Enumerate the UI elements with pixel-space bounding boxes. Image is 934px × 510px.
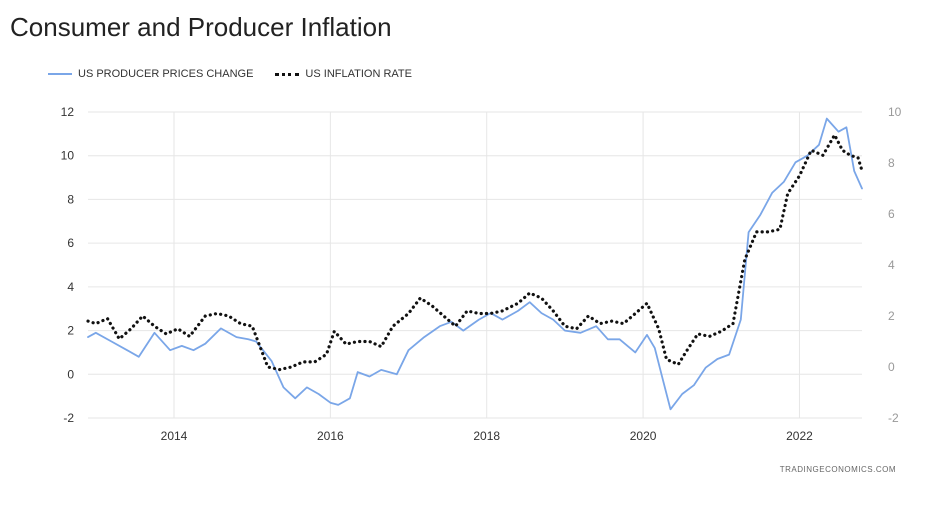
x-tick-label: 2014	[161, 429, 188, 443]
legend-swatch-cpi	[275, 72, 300, 76]
series-line-cpi	[86, 133, 864, 372]
y-left-tick-label: 0	[67, 367, 74, 381]
legend-swatch-ppi	[48, 73, 72, 75]
y-axis-right: 10 8 6 4 2 0 -2	[888, 105, 902, 425]
legend-label-cpi: US INFLATION RATE	[305, 68, 412, 80]
y-left-tick-label: 4	[67, 280, 74, 294]
y-right-tick-label: 10	[888, 105, 902, 119]
x-tick-label: 2022	[786, 429, 813, 443]
x-tick-label: 2018	[473, 429, 500, 443]
y-left-tick-label: -2	[63, 411, 74, 425]
series-line-ppi	[87, 117, 863, 411]
y-right-tick-label: 0	[888, 360, 895, 374]
chart-grid	[88, 111, 862, 419]
chart-series	[86, 117, 864, 411]
y-left-tick-label: 10	[61, 149, 75, 163]
y-left-tick-label: 2	[67, 324, 74, 338]
y-left-tick-label: 6	[67, 236, 74, 250]
y-axis-left: 12 10 8 6 4 2 0 -2	[61, 105, 75, 425]
y-right-tick-label: 4	[888, 258, 895, 272]
legend-label-ppi: US PRODUCER PRICES CHANGE	[78, 68, 254, 80]
legend-item-ppi[interactable]: US PRODUCER PRICES CHANGE	[48, 68, 253, 80]
y-right-tick-label: 6	[888, 207, 895, 221]
x-tick-label: 2016	[317, 429, 344, 443]
y-left-tick-label: 12	[61, 105, 75, 119]
y-left-tick-label: 8	[67, 192, 74, 206]
y-right-tick-label: 2	[888, 309, 895, 323]
y-right-tick-label: -2	[888, 411, 899, 425]
chart-legend: US PRODUCER PRICES CHANGE US INFLATION R…	[48, 68, 434, 80]
source-credit: TRADINGECONOMICS.COM	[779, 465, 896, 474]
page-title: Consumer and Producer Inflation	[10, 12, 392, 42]
legend-item-cpi[interactable]: US INFLATION RATE	[275, 68, 412, 80]
x-axis: 2014 2016 2018 2020 2022	[161, 429, 813, 443]
y-right-tick-label: 8	[888, 156, 895, 170]
x-tick-label: 2020	[630, 429, 657, 443]
